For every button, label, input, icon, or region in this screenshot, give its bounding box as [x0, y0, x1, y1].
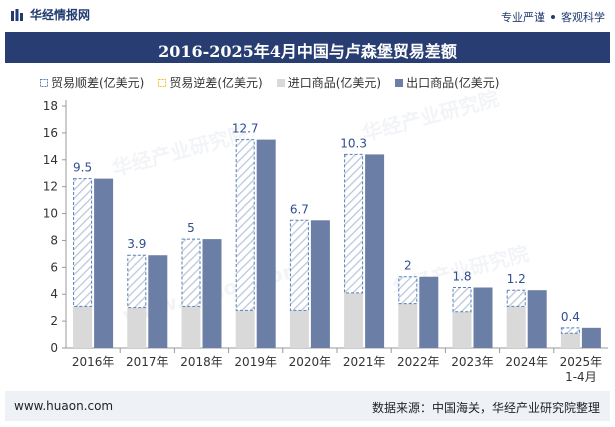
footer-source: 数据来源：中国海关，华经产业研究院整理 [371, 401, 600, 415]
export-bar [148, 255, 168, 348]
legend-item-imports[interactable]: 进口商品(亿美元) [276, 74, 382, 91]
title-band: 2016-2025年4月中国与卢森堡贸易差额 [5, 32, 610, 63]
brand-logo-icon [11, 8, 23, 21]
data-label: 5 [187, 221, 195, 235]
import-bar [506, 306, 526, 348]
surplus-bar [398, 276, 418, 305]
x-tick-label: 2025年 [560, 355, 603, 369]
legend-label-surplus: 贸易顺差(亿美元) [51, 76, 145, 90]
footer: www.huaon.com 数据来源：中国海关，华经产业研究院整理 [5, 391, 610, 421]
x-tick-label: 2018年 [180, 355, 223, 369]
x-tick-label: 2017年 [126, 355, 169, 369]
import-bar [235, 310, 255, 348]
surplus-bar [289, 219, 309, 311]
import-bar [73, 306, 93, 348]
legend-swatch-imports [276, 78, 285, 87]
x-tick-label: 2022年 [397, 355, 440, 369]
separator-dot-icon [551, 15, 555, 19]
export-bar [365, 154, 385, 348]
import-bar [452, 311, 472, 348]
legend-swatch-exports [395, 78, 404, 87]
x-tick-label: 2020年 [289, 355, 332, 369]
y-tick-label: 14 [43, 153, 58, 167]
legend-swatch-surplus [40, 78, 48, 87]
import-bar [560, 333, 580, 348]
tagline-right: 客观科学 [561, 11, 605, 24]
y-tick-label: 18 [43, 99, 58, 113]
data-label: 6.7 [290, 202, 309, 216]
y-tick-label: 12 [43, 180, 58, 194]
y-tick-label: 16 [43, 126, 58, 140]
data-label: 2 [404, 259, 412, 273]
export-bar [310, 220, 330, 348]
export-bar [419, 276, 439, 348]
surplus-bar [506, 289, 526, 307]
export-bar [581, 327, 601, 348]
x-tick-label: 2021年 [343, 355, 386, 369]
import-bar [289, 310, 309, 348]
export-bar [256, 139, 276, 348]
y-tick-label: 0 [50, 341, 58, 355]
tagline: 专业严谨 客观科学 [501, 9, 605, 25]
import-bar [181, 306, 201, 348]
legend-label-deficit: 贸易逆差(亿美元) [169, 76, 263, 90]
data-label: 1.2 [507, 272, 526, 286]
tagline-left: 专业严谨 [501, 11, 545, 24]
x-tick-label: 2019年 [234, 355, 277, 369]
data-label: 1.8 [452, 270, 471, 284]
export-bar [527, 290, 547, 348]
y-tick-label: 4 [50, 287, 58, 301]
export-bar [94, 178, 114, 348]
data-label: 0.4 [561, 310, 580, 324]
legend-label-imports: 进口商品(亿美元) [287, 76, 382, 90]
x-tick-label: 2024年 [505, 355, 548, 369]
import-bar [398, 303, 418, 348]
footer-website[interactable]: www.huaon.com [14, 399, 114, 413]
legend-swatch-deficit [158, 78, 167, 87]
import-bar [344, 292, 364, 348]
surplus-bar [452, 287, 472, 313]
surplus-bar [127, 254, 147, 309]
export-bar [202, 239, 222, 348]
surplus-bar [73, 178, 93, 307]
surplus-bar [560, 327, 580, 334]
data-label: 12.7 [232, 122, 259, 136]
y-tick-label: 8 [50, 233, 58, 247]
surplus-bar [344, 153, 364, 294]
surplus-bar [181, 238, 201, 307]
legend-item-exports[interactable]: 出口商品(亿美元) [395, 74, 500, 91]
import-bar [127, 307, 147, 348]
brand-name: 华经情报网 [30, 8, 91, 22]
data-label: 9.5 [73, 161, 92, 175]
export-bar [473, 287, 493, 348]
surplus-bar [235, 139, 255, 311]
x-tick-label: 2023年 [451, 355, 494, 369]
y-tick-label: 10 [43, 207, 58, 221]
y-tick-label: 6 [50, 260, 58, 274]
legend-item-surplus[interactable]: 贸易顺差(亿美元) [40, 74, 144, 91]
top-bar: 华经情报网 专业严谨 客观科学 [0, 0, 615, 30]
data-label: 10.3 [340, 136, 367, 150]
brand[interactable]: 华经情报网 [10, 6, 90, 23]
y-tick-label: 2 [50, 314, 58, 328]
x-tick-label: 1-4月 [565, 370, 597, 384]
chart-title: 2016-2025年4月中国与卢森堡贸易差额 [158, 42, 457, 61]
x-tick-label: 2016年 [72, 355, 115, 369]
legend-label-exports: 出口商品(亿美元) [406, 76, 500, 90]
legend: 贸易顺差(亿美元) 贸易逆差(亿美元) 进口商品(亿美元) 出口商品(亿美元) [40, 74, 500, 91]
data-label: 3.9 [127, 237, 146, 251]
legend-item-deficit[interactable]: 贸易逆差(亿美元) [158, 74, 263, 91]
